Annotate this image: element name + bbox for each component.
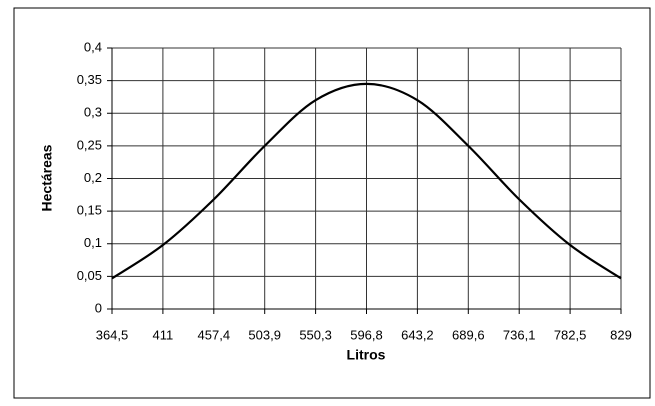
y-tick-label: 0,4	[84, 39, 102, 54]
y-tick-label: 0,3	[84, 105, 102, 120]
x-tick-label: 364,5	[96, 327, 129, 342]
x-tick-label: 596,8	[350, 327, 383, 342]
y-tick-label: 0,1	[84, 235, 102, 250]
y-tick-label: 0,15	[77, 203, 102, 218]
y-tick-label: 0,05	[77, 268, 102, 283]
y-tick-label: 0	[95, 300, 102, 315]
x-tick-label: 503,9	[248, 327, 281, 342]
x-tick-label: 782,5	[554, 327, 587, 342]
x-tick-label: 689,6	[452, 327, 485, 342]
x-tick-label: 643,2	[401, 327, 434, 342]
y-tick-label: 0,25	[77, 137, 102, 152]
x-tick-label: 829	[610, 327, 632, 342]
chart-frame	[13, 7, 651, 399]
y-tick-label: 0,35	[77, 72, 102, 87]
y-axis-title: Hectáreas	[39, 144, 55, 211]
x-axis-title: Litros	[347, 347, 386, 363]
x-tick-label: 457,4	[198, 327, 231, 342]
x-tick-label: 736,1	[503, 327, 536, 342]
data-line	[111, 82, 622, 280]
x-tick-label: 411	[153, 327, 174, 342]
y-tick-label: 0,2	[84, 170, 102, 185]
x-tick-label: 550,3	[299, 327, 332, 342]
